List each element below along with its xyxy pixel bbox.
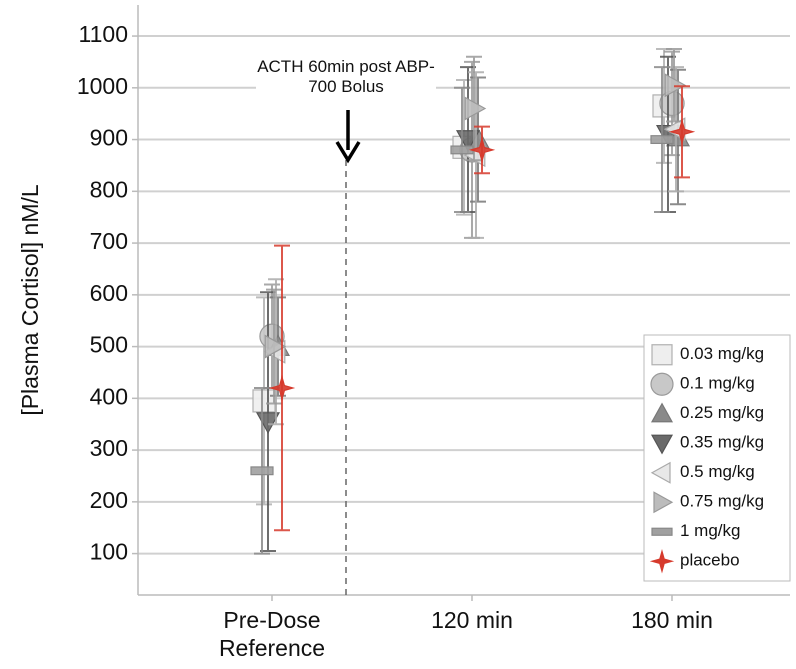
legend-label: 0.03 mg/kg: [680, 344, 764, 363]
legend-box: [643, 334, 791, 582]
marker: [268, 374, 296, 402]
y-tick-label: 100: [90, 539, 128, 565]
annotation: ACTH 60min post ABP-700 Bolus: [256, 57, 436, 98]
y-tick-label: 700: [90, 228, 128, 254]
marker: [650, 372, 674, 396]
legend-label: 0.35 mg/kg: [680, 433, 764, 452]
x-tick-label: 120 min: [431, 607, 513, 633]
marker: [668, 118, 696, 146]
marker: [464, 96, 487, 121]
marker: [653, 491, 674, 514]
marker: [252, 389, 276, 413]
legend-label: 0.75 mg/kg: [680, 492, 764, 511]
y-tick-label: 600: [90, 280, 128, 306]
marker: [664, 73, 687, 98]
y-tick-label: 1100: [79, 21, 128, 47]
marker: [659, 90, 685, 117]
y-tick-label: 500: [90, 332, 128, 358]
x-tick-label: Pre-Dose Reference: [218, 607, 326, 661]
marker: [264, 334, 287, 359]
marker: [250, 466, 274, 476]
legend-label: 0.5 mg/kg: [680, 462, 755, 481]
legend-label: placebo: [680, 551, 740, 570]
y-tick-label: 1000: [77, 73, 128, 99]
arrow-head: [335, 141, 361, 164]
y-tick-label: 300: [90, 435, 128, 461]
y-tick-label: 800: [90, 176, 128, 202]
marker: [649, 549, 675, 574]
y-tick-label: 400: [90, 383, 128, 409]
x-tick-label: 180 min: [631, 607, 713, 633]
y-tick-label: 900: [90, 125, 128, 151]
legend-label: 0.25 mg/kg: [680, 403, 764, 422]
marker: [650, 434, 674, 455]
legend-label: 0.1 mg/kg: [680, 374, 755, 393]
marker: [651, 527, 673, 536]
y-tick-label: 200: [90, 487, 128, 513]
marker: [650, 461, 671, 484]
y-axis-label: [Plasma Cortisol] nM/L: [17, 184, 43, 416]
marker: [651, 344, 673, 366]
marker: [650, 402, 674, 423]
legend-label: 1 mg/kg: [680, 521, 740, 540]
marker: [650, 135, 674, 145]
marker: [468, 136, 496, 164]
